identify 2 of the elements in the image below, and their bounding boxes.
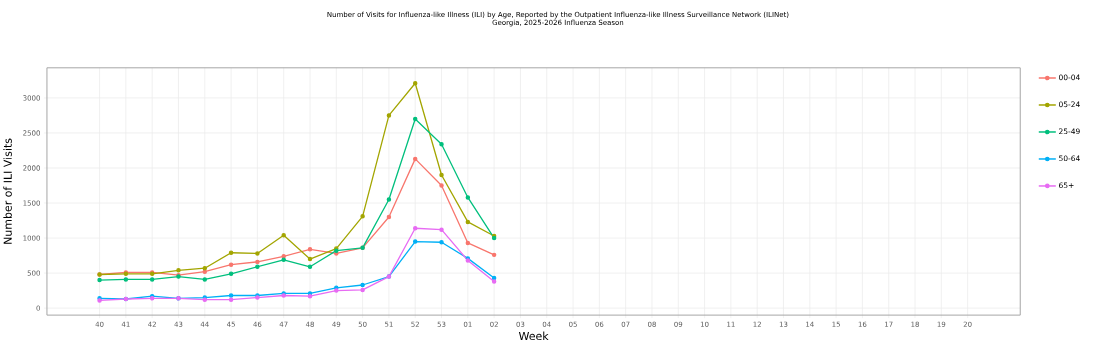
x-axis-title: Week — [518, 331, 549, 341]
y-axis-title: Number of ILI Visits — [3, 138, 12, 244]
